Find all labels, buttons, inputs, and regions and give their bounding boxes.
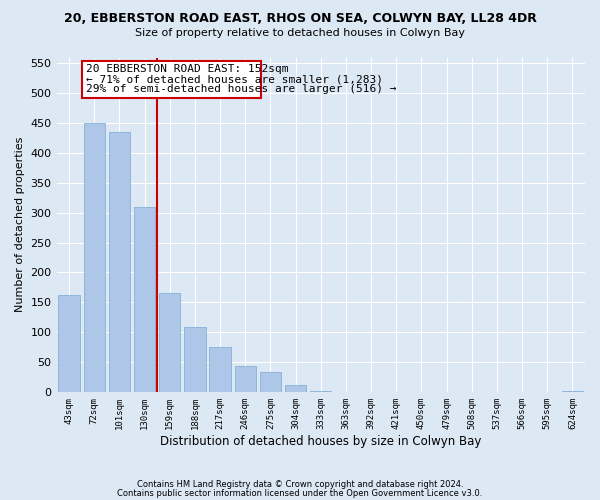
Bar xyxy=(260,372,281,392)
Y-axis label: Number of detached properties: Number of detached properties xyxy=(15,137,25,312)
Text: ← 71% of detached houses are smaller (1,283): ← 71% of detached houses are smaller (1,… xyxy=(86,74,383,84)
Bar xyxy=(159,294,181,392)
Bar xyxy=(562,390,583,392)
Bar xyxy=(109,132,130,392)
Bar xyxy=(58,294,80,392)
Bar xyxy=(285,386,307,392)
Text: Contains public sector information licensed under the Open Government Licence v3: Contains public sector information licen… xyxy=(118,488,482,498)
Bar xyxy=(209,347,231,392)
Bar xyxy=(310,391,331,392)
Text: Size of property relative to detached houses in Colwyn Bay: Size of property relative to detached ho… xyxy=(135,28,465,38)
Text: 20 EBBERSTON ROAD EAST: 152sqm: 20 EBBERSTON ROAD EAST: 152sqm xyxy=(86,64,289,74)
Bar xyxy=(184,328,206,392)
Text: 20, EBBERSTON ROAD EAST, RHOS ON SEA, COLWYN BAY, LL28 4DR: 20, EBBERSTON ROAD EAST, RHOS ON SEA, CO… xyxy=(64,12,536,26)
Bar xyxy=(134,207,155,392)
Bar xyxy=(235,366,256,392)
Text: 29% of semi-detached houses are larger (516) →: 29% of semi-detached houses are larger (… xyxy=(86,84,397,94)
FancyBboxPatch shape xyxy=(82,61,261,98)
X-axis label: Distribution of detached houses by size in Colwyn Bay: Distribution of detached houses by size … xyxy=(160,434,481,448)
Text: Contains HM Land Registry data © Crown copyright and database right 2024.: Contains HM Land Registry data © Crown c… xyxy=(137,480,463,489)
Bar xyxy=(83,123,105,392)
